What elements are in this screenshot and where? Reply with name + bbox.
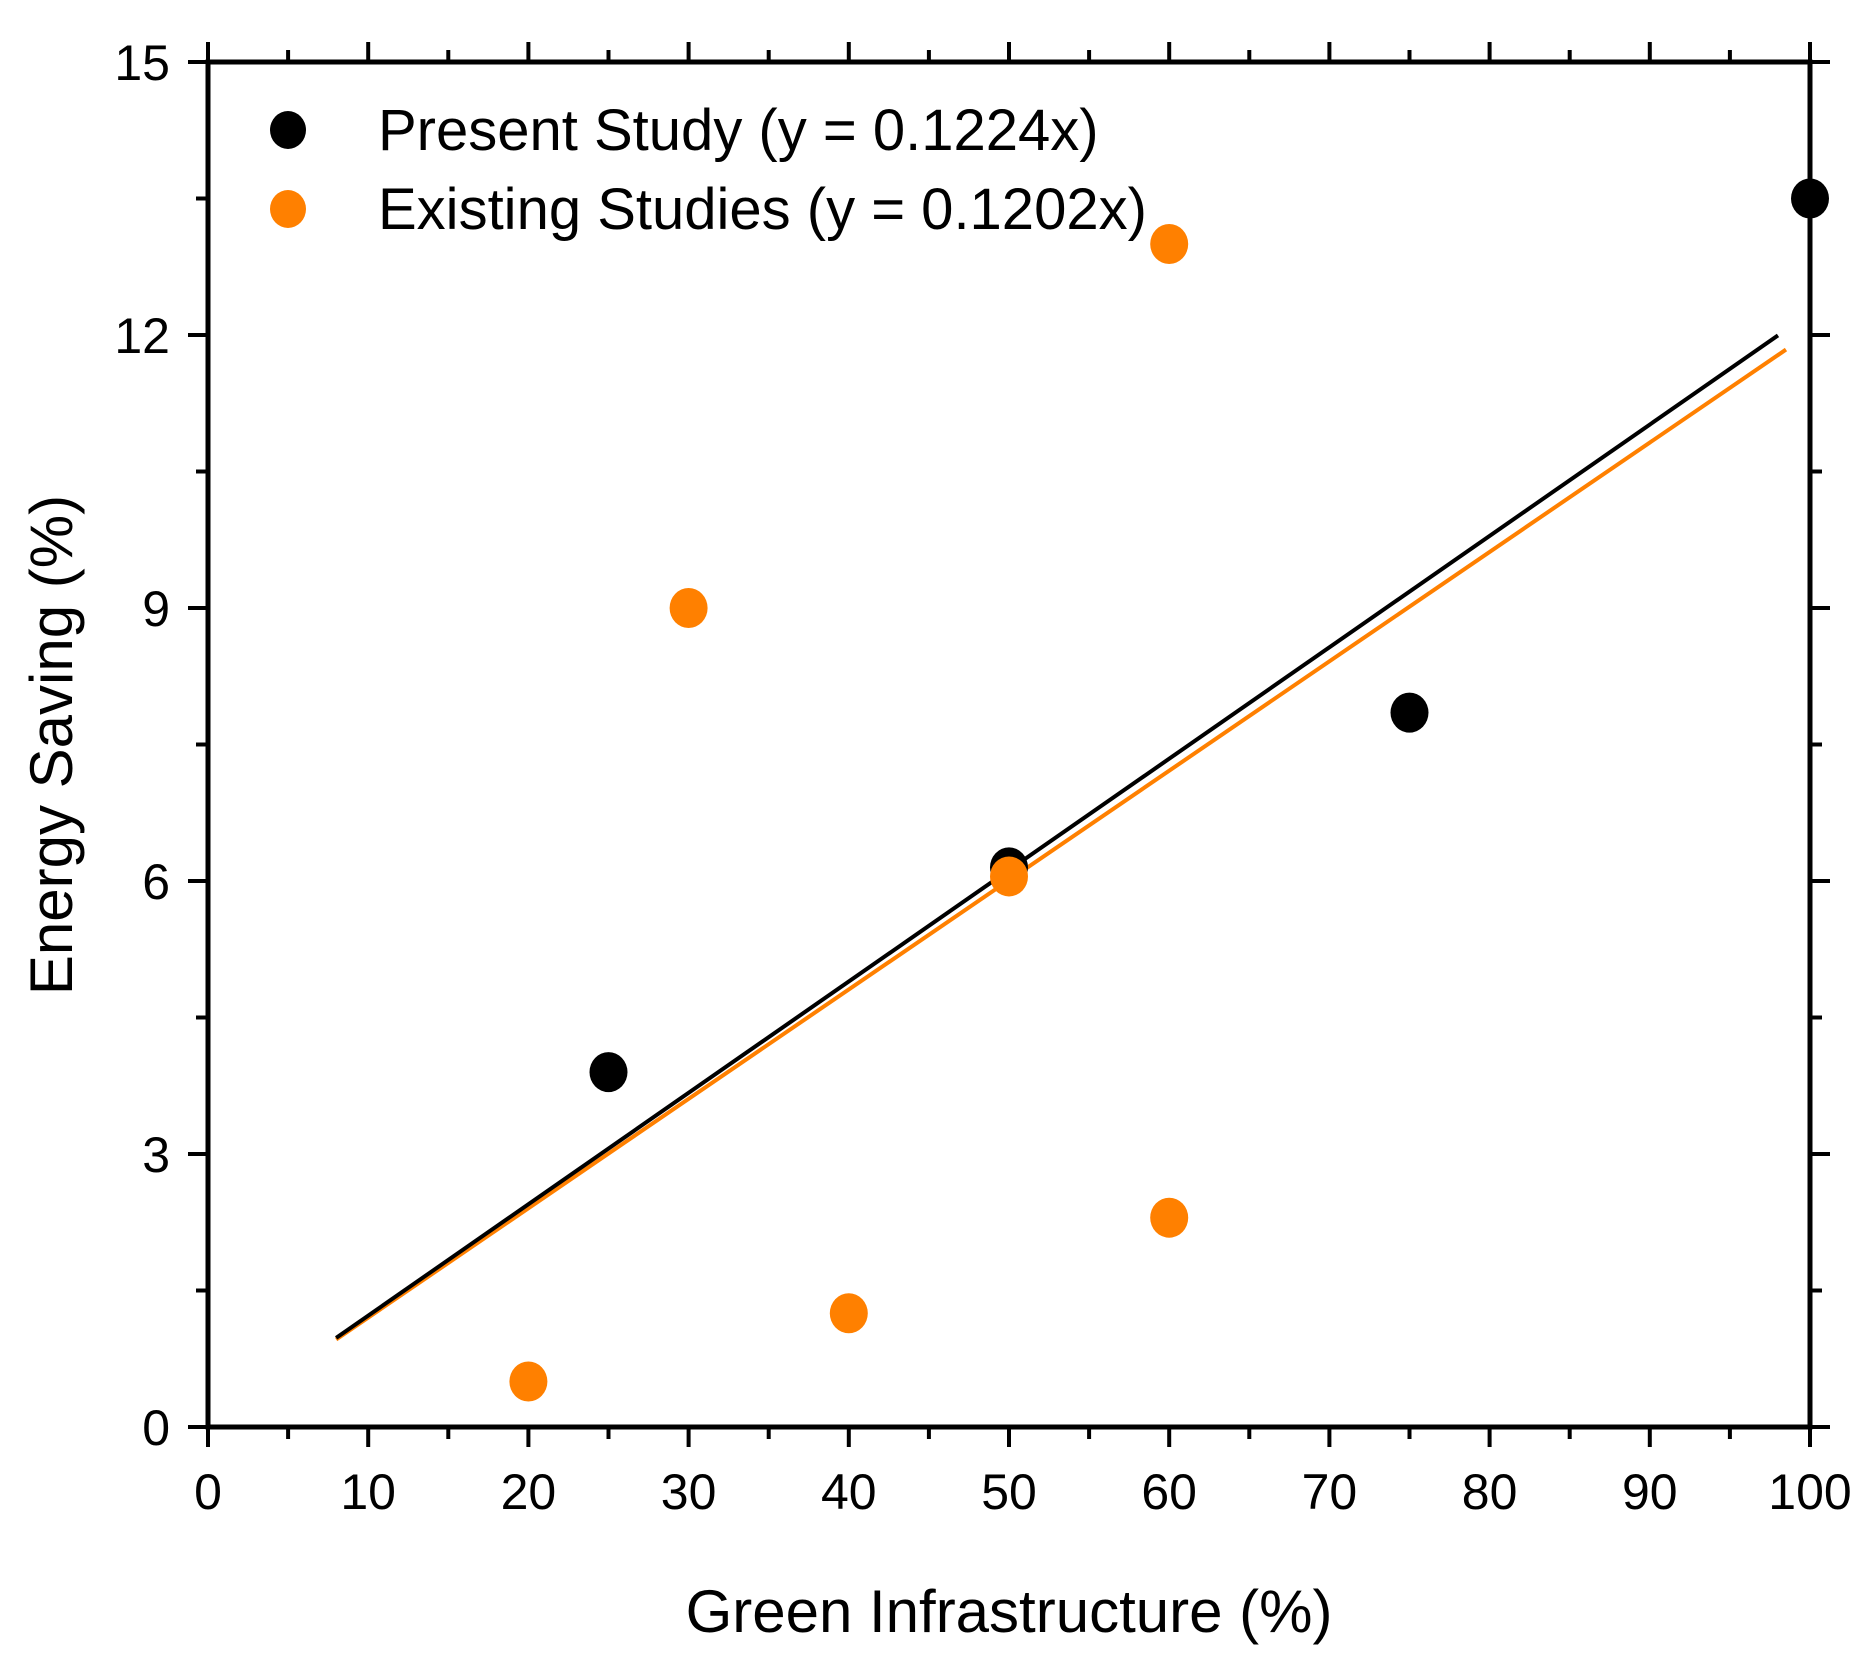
x-tick-label: 40 bbox=[821, 1464, 877, 1520]
point-existing-studies bbox=[1150, 1197, 1189, 1238]
y-tick-label: 0 bbox=[142, 1400, 170, 1456]
x-tick-label: 50 bbox=[981, 1464, 1037, 1520]
x-tick-label: 60 bbox=[1141, 1464, 1197, 1520]
legend-label-present-study: Present Study (y = 0.1224x) bbox=[378, 98, 1099, 163]
point-present-study bbox=[1390, 692, 1429, 733]
x-tick-label: 70 bbox=[1302, 1464, 1358, 1520]
legend-marker-present-study bbox=[270, 111, 306, 149]
legend: Present Study (y = 0.1224x) Existing Stu… bbox=[270, 98, 1147, 242]
legend-marker-existing-studies bbox=[270, 190, 306, 228]
y-axis-label: Energy Saving (%) bbox=[18, 495, 85, 995]
x-tick-label: 80 bbox=[1462, 1464, 1518, 1520]
y-tick-label: 9 bbox=[142, 581, 170, 637]
fit-line-present-study bbox=[335, 333, 1780, 1340]
x-tick-label: 10 bbox=[340, 1464, 396, 1520]
point-present-study bbox=[589, 1052, 628, 1093]
x-tick-label: 30 bbox=[661, 1464, 717, 1520]
point-existing-studies bbox=[829, 1293, 868, 1334]
x-tick-label: 20 bbox=[501, 1464, 557, 1520]
x-axis-label: Green Infrastructure (%) bbox=[686, 1578, 1333, 1645]
x-tick-label: 100 bbox=[1768, 1464, 1851, 1520]
fit-line-existing-studies bbox=[335, 347, 1788, 1342]
point-existing-studies bbox=[509, 1361, 548, 1402]
y-axis-ticks: 0 3 6 9 12 15 bbox=[114, 35, 1830, 1456]
y-tick-label: 15 bbox=[114, 35, 170, 91]
y-tick-label: 3 bbox=[142, 1127, 170, 1183]
plot-frame bbox=[205, 59, 1813, 1430]
data-points bbox=[509, 178, 1829, 1402]
point-existing-studies bbox=[669, 588, 708, 628]
fit-lines bbox=[335, 333, 1788, 1342]
y-tick-label: 6 bbox=[142, 854, 170, 910]
point-existing-studies bbox=[990, 856, 1028, 897]
point-existing-studies bbox=[1150, 224, 1189, 264]
y-tick-label: 12 bbox=[114, 308, 170, 364]
x-axis-ticks: 0 10 20 30 40 50 60 70 80 90 100 bbox=[194, 42, 1852, 1520]
x-tick-label: 0 bbox=[194, 1464, 222, 1520]
legend-label-existing-studies: Existing Studies (y = 0.1202x) bbox=[378, 177, 1147, 242]
x-tick-label: 90 bbox=[1622, 1464, 1678, 1520]
